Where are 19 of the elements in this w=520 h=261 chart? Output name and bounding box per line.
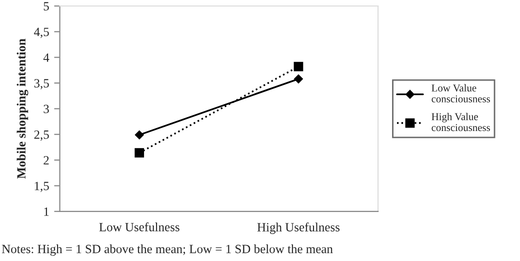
y-tick-label: 3,5: [34, 79, 49, 90]
text: Notes: High = 1 SD above the mean; Low = 1 SD below the mean: [2, 244, 333, 256]
y-tick-label: 4,5: [34, 28, 49, 38]
y-tick-label: 2,5: [34, 130, 49, 141]
point: [134, 130, 144, 140]
x-tick-label: High Usefulness: [257, 222, 340, 234]
y-tick-label: 4: [43, 53, 50, 62]
point: [294, 74, 303, 84]
legend-label: High Value consciousness: [432, 112, 490, 132]
y-tick-label: 3: [44, 104, 49, 114]
y-axis-title: Mobile shopping intention: [16, 38, 28, 179]
point: [134, 148, 144, 158]
y-tick-label: 2: [44, 156, 49, 164]
y-tick-label: 1,5: [34, 182, 49, 192]
point: [294, 62, 304, 72]
y-tick-label: 5: [44, 2, 49, 10]
legend-label: Low Value consciousness: [432, 84, 490, 102]
y-tick-label: 1: [44, 207, 49, 216]
x-tick-label: Low Usefulness: [99, 222, 180, 232]
